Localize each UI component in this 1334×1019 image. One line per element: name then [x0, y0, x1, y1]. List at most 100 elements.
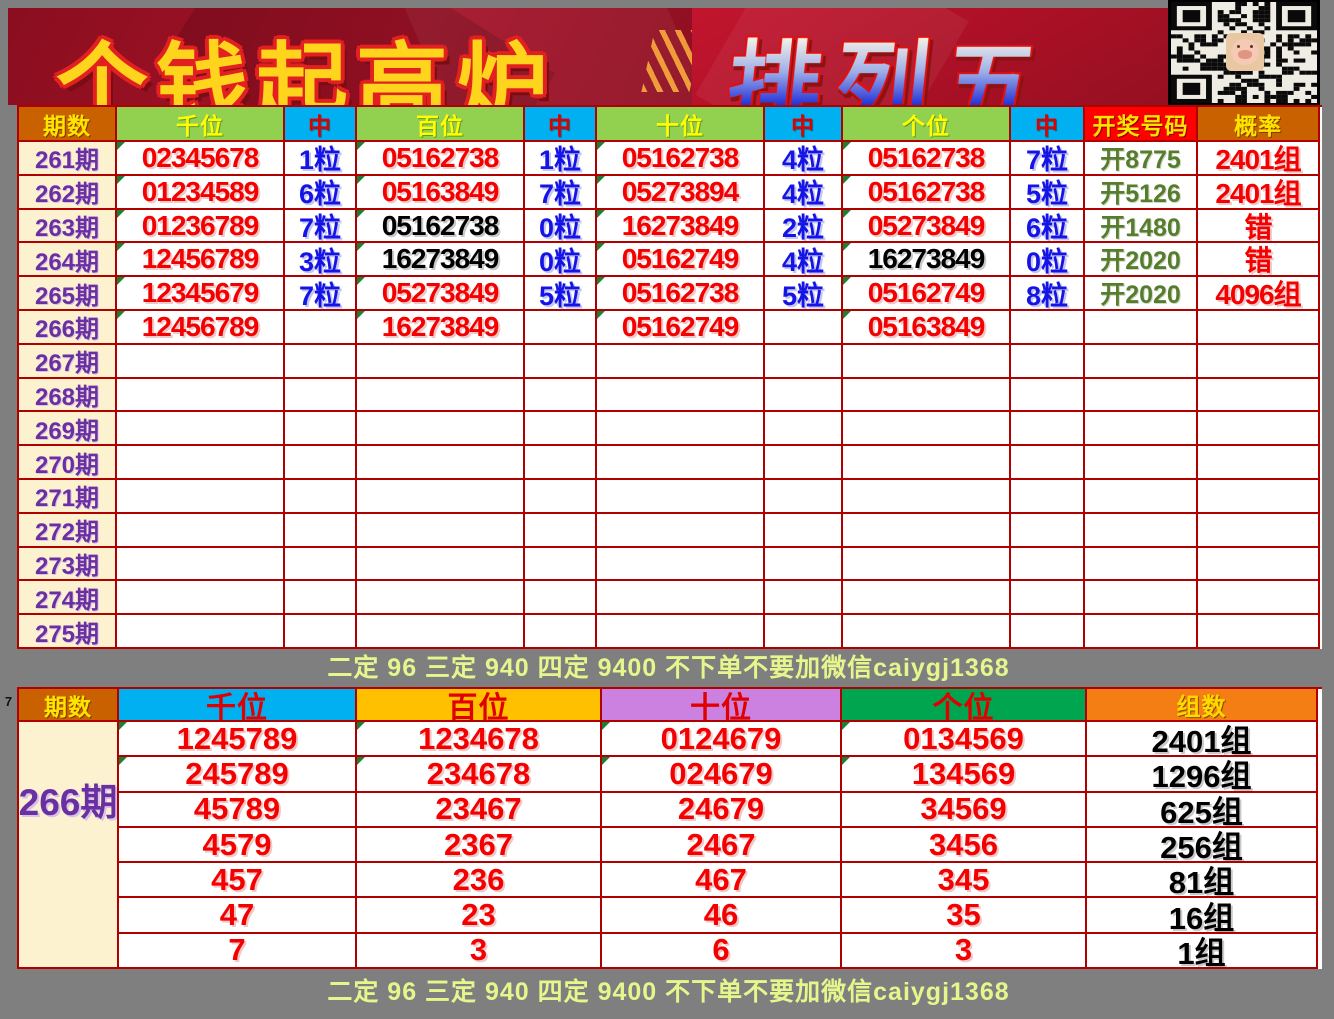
t1-cell-r1-c5: 05273894	[597, 175, 765, 210]
t1-cell-r6-c1	[117, 344, 285, 379]
t1-cell-r8-c4	[525, 412, 597, 447]
t1-cell-r3-c9: 开2020	[1085, 243, 1198, 278]
cell-value: 457	[211, 863, 263, 897]
comment-flag-icon	[357, 757, 365, 766]
t2-header-3: 十位	[602, 689, 842, 722]
t1-cell-r14-c9	[1085, 615, 1198, 649]
t1-cell-r13-c9	[1085, 581, 1198, 616]
t1-cell-r14-c0: 275期	[19, 615, 117, 649]
cell-value: 4096组	[1215, 279, 1301, 311]
cell-value: 23	[461, 898, 496, 933]
t1-cell-r10-c1	[117, 479, 285, 514]
comment-flag-icon	[602, 722, 610, 730]
cell-value: 0粒	[538, 246, 582, 277]
cell-value: 2401组	[1151, 724, 1252, 758]
promo-band-bottom: 二定 96 三定 940 四定 9400 不下单不要加微信caiygj1368	[327, 978, 1010, 1006]
t1-cell-r14-c2	[285, 615, 357, 649]
t1-cell-r12-c2	[285, 547, 357, 582]
comment-flag-icon	[119, 722, 127, 730]
t1-cell-r13-c8	[1011, 581, 1085, 616]
t1-cell-r7-c8	[1011, 378, 1085, 413]
t2-cell-r3-c0: 4579	[119, 827, 357, 864]
promo-band-top: 二定 96 三定 940 四定 9400 不下单不要加微信caiygj1368	[327, 654, 1010, 682]
t2-cell-r2-c1: 23467	[357, 792, 602, 828]
t1-cell-r4-c10: 4096组	[1198, 277, 1320, 311]
t1-cell-r10-c7	[843, 479, 1011, 514]
t1-cell-r11-c1	[117, 513, 285, 548]
cell-value: 12456789	[141, 243, 260, 275]
t2-period-cell: 266期	[19, 722, 119, 969]
t1-cell-r14-c8	[1011, 615, 1085, 649]
t1-cell-r8-c10	[1198, 412, 1320, 447]
cell-value: 1245789	[176, 722, 298, 756]
t1-cell-r13-c0: 274期	[19, 581, 117, 616]
cell-value: 02345678	[141, 142, 260, 173]
t1-cell-r8-c8	[1011, 412, 1085, 447]
t1-cell-r11-c8	[1011, 513, 1085, 548]
cell-value: 2401组	[1215, 177, 1301, 209]
comment-flag-icon	[597, 310, 605, 319]
t1-cell-r11-c4	[525, 513, 597, 548]
t1-cell-r2-c9: 开1480	[1085, 209, 1198, 244]
t1-cell-r4-c7: 05162749	[843, 277, 1011, 311]
cell-value: 270期	[34, 451, 100, 479]
t1-cell-r14-c10	[1198, 615, 1320, 649]
t1-cell-r0-c9: 开8775	[1085, 142, 1198, 176]
t2-cell-r3-c4: 256组	[1087, 827, 1318, 864]
t1-cell-r4-c3: 05273849	[357, 277, 525, 311]
t1-cell-r1-c4: 7粒	[525, 175, 597, 210]
t1-cell-r0-c4: 1粒	[525, 142, 597, 176]
t1-cell-r14-c1	[117, 615, 285, 649]
t2-cell-r6-c4: 1组	[1087, 933, 1318, 969]
cell-value: 16273849	[867, 243, 986, 275]
t1-cell-r5-c5: 05162749	[597, 310, 765, 345]
t1-cell-r2-c8: 6粒	[1011, 209, 1085, 244]
t1-cell-r0-c7: 05162738	[843, 142, 1011, 176]
t1-cell-r7-c0: 268期	[19, 378, 117, 413]
t1-cell-r3-c2: 3粒	[285, 243, 357, 278]
t1-cell-r5-c6	[765, 310, 843, 345]
t1-cell-r9-c6	[765, 446, 843, 480]
t1-cell-r10-c8	[1011, 479, 1085, 514]
t1-cell-r3-c5: 05162749	[597, 243, 765, 278]
t2-cell-r0-c0: 1245789	[119, 722, 357, 758]
t1-cell-r3-c3: 16273849	[357, 243, 525, 278]
t1-cell-r11-c3	[357, 513, 525, 548]
cell-value: 1组	[1177, 935, 1226, 969]
cell-value: 262期	[34, 181, 100, 209]
cell-value: 46	[703, 898, 739, 933]
t1-cell-r12-c4	[525, 547, 597, 582]
t1-cell-r0-c8: 7粒	[1011, 142, 1085, 176]
t2-cell-r5-c4: 16组	[1087, 898, 1318, 934]
comment-flag-icon	[357, 243, 365, 252]
t1-cell-r9-c8	[1011, 446, 1085, 480]
t2-cell-r1-c2: 024679	[602, 757, 842, 793]
cell-value: 6粒	[298, 179, 342, 210]
comment-flag-icon	[597, 277, 605, 286]
banner-title-left: 个钱起高炉	[56, 36, 557, 105]
t1-cell-r6-c6	[765, 344, 843, 379]
cell-value: 274期	[34, 586, 100, 614]
t2-cell-r6-c3: 3	[842, 933, 1087, 969]
pig-snout-icon	[1238, 50, 1252, 59]
cell-value: 256组	[1160, 830, 1243, 864]
cell-value: 05162749	[867, 277, 986, 309]
t1-header-2: 中	[285, 107, 357, 142]
t1-cell-r0-c1: 02345678	[117, 142, 285, 176]
cell-value: 开2020	[1100, 247, 1181, 276]
cell-value: 4粒	[781, 145, 825, 176]
t2-cell-r5-c1: 23	[357, 898, 602, 934]
t1-cell-r8-c1	[117, 412, 285, 447]
qr-code	[1168, 0, 1320, 105]
cell-value: 05273849	[381, 277, 500, 309]
t1-cell-r7-c4	[525, 378, 597, 413]
pig-avatar	[1226, 33, 1264, 71]
t1-cell-r2-c4: 0粒	[525, 209, 597, 244]
t1-cell-r3-c4: 0粒	[525, 243, 597, 278]
cell-value: 267期	[34, 350, 100, 378]
comment-flag-icon	[843, 175, 851, 184]
cell-value: 5粒	[781, 280, 825, 311]
t2-header-2: 百位	[357, 689, 602, 722]
t1-cell-r13-c5	[597, 581, 765, 616]
